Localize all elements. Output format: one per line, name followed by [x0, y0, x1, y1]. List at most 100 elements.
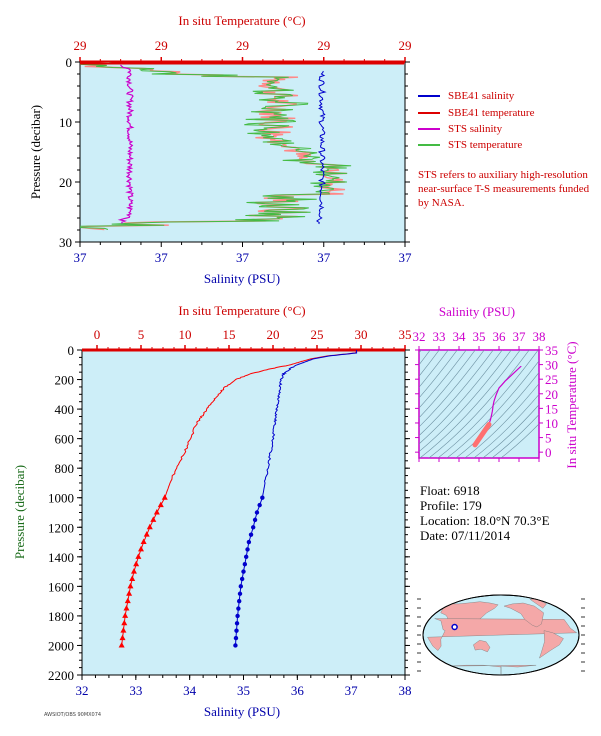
- chart3-x-tick-label: 35: [473, 329, 486, 344]
- chart3-density-contour: [500, 423, 539, 458]
- chart2-salinity-marker: [237, 591, 243, 596]
- chart2-x-axis-label: Salinity (PSU): [204, 704, 280, 719]
- chart2-sal-tick-label: 35: [237, 683, 250, 698]
- float-id: Float: 6918: [420, 483, 480, 498]
- chart3-y-tick-label: 10: [545, 416, 558, 431]
- chart2-temperature-marker: [161, 494, 168, 500]
- chart1-sts-salinity-line: [117, 64, 135, 224]
- chart1-y-tick-label: 0: [66, 55, 73, 70]
- chart1-y-tick-label: 20: [59, 175, 72, 190]
- chart2-y-tick-label: 1800: [48, 609, 74, 624]
- chart3-density-contour: [473, 393, 539, 458]
- chart2-temperature-marker: [127, 582, 134, 589]
- chart2-salinity-marker: [236, 606, 241, 611]
- chart2-y-axis-label: Pressure (decibar): [12, 465, 27, 559]
- chart1-top-tick-label: 29: [74, 38, 87, 53]
- chart1-bottom-tick-label: 37: [236, 250, 250, 265]
- chart1-x-axis-label: Salinity (PSU): [204, 271, 280, 286]
- chart3-y-tick-label: 20: [545, 387, 558, 402]
- chart3-y-tick-label: 5: [545, 431, 552, 446]
- chart2-sal-tick-label: 37: [345, 683, 359, 698]
- chart3-density-contour: [419, 350, 521, 458]
- chart2-salinity-marker: [234, 621, 240, 626]
- chart2-temp-tick-label: 15: [223, 327, 236, 342]
- chart3-x-tick-label: 36: [493, 329, 507, 344]
- chart2-y-tick-label: 2000: [48, 638, 74, 653]
- chart2-temperature-line: [121, 350, 358, 646]
- chart2-y-tick-label: 2200: [48, 668, 74, 683]
- chart2-temperature-marker: [138, 545, 144, 552]
- chart3-density-contour: [446, 360, 539, 458]
- profile-number: Profile: 179: [420, 498, 482, 513]
- chart3-y-tick-label: 0: [545, 445, 552, 460]
- chart2-y-tick-label: 800: [55, 461, 75, 476]
- chart2-salinity-marker: [260, 495, 265, 500]
- chart2-y-tick-label: 1000: [48, 491, 74, 506]
- chart3-x-tick-label: 33: [433, 329, 446, 344]
- chart-ts-diagram: Salinity (PSU) 32 33 34 35 36 37 38 0510152025…: [413, 304, 580, 469]
- chart3-density-contour: [482, 404, 539, 458]
- chart2-y-tick-label: 400: [55, 402, 75, 417]
- chart2-temperature-marker: [133, 560, 140, 567]
- legend-item-sts-salinity: STS salinity: [418, 123, 502, 135]
- chart2-salinity-marker: [252, 517, 258, 523]
- map-landmass: [539, 630, 564, 659]
- float-location: Location: 18.0°N 70.3°E: [420, 513, 550, 528]
- chart3-density-contour: [419, 350, 476, 419]
- chart2-salinity-line: [234, 350, 358, 646]
- chart2-y-tick-label: 200: [55, 373, 75, 388]
- chart3-x-tick-label: 32: [413, 329, 426, 344]
- chart3-density-contour: [419, 350, 431, 366]
- chart2-temperature-marker: [120, 627, 127, 633]
- chart2-salinity-marker: [234, 628, 239, 633]
- chart2-y-tick-label: 600: [55, 432, 75, 447]
- chart3-density-contour: [437, 350, 539, 458]
- chart2-plot-area: [81, 349, 406, 676]
- chart1-top-tick-label: 29: [155, 38, 168, 53]
- map-outline: [422, 594, 580, 676]
- map-landmass: [427, 618, 578, 651]
- chart3-y-tick-label: 15: [545, 401, 558, 416]
- chart3-density-contour: [455, 371, 539, 458]
- chart1-bottom-tick-label: 37: [155, 250, 169, 265]
- chart2-temperature-marker: [146, 523, 153, 530]
- chart3-x-tick-label: 34: [453, 329, 467, 344]
- legend-item-sts-temperature: STS temperature: [418, 139, 522, 151]
- chart1-top-tick-label: 29: [399, 38, 412, 53]
- chart2-salinity-marker: [233, 643, 238, 648]
- legend-swatch-sbe-temperature: [418, 112, 440, 115]
- chart1-y-axis-label: Pressure (decibar): [28, 105, 43, 199]
- chart2-temperature-marker: [130, 568, 137, 574]
- float-location-marker: [451, 623, 458, 631]
- chart2-salinity-marker: [238, 584, 244, 589]
- map-landmass: [503, 602, 544, 628]
- chart3-x-tick-label: 38: [533, 329, 546, 344]
- chart2-salinity-marker: [246, 539, 252, 545]
- chart2-temp-tick-label: 0: [94, 327, 101, 342]
- legend-item-sbe-salinity: SBE41 salinity: [418, 90, 514, 102]
- sts-note: STS refers to auxiliary high-resolution …: [418, 169, 590, 209]
- chart2-salinity-marker: [239, 576, 245, 582]
- legend-swatch-sts-salinity: [418, 128, 440, 131]
- chart3-density-contour: [419, 350, 458, 399]
- chart3-density-contour: [464, 383, 539, 458]
- credit-text: AWSIOT/OBS 90MX074: [44, 712, 102, 718]
- chart2-salinity-marker: [248, 532, 254, 537]
- chart3-y-tick-label: 30: [545, 358, 558, 373]
- location-map: [417, 594, 585, 676]
- chart2-y-tick-label: 0: [68, 343, 75, 358]
- chart2-salinity-marker: [242, 562, 248, 567]
- legend-label-sbe-temperature: SBE41 temperature: [448, 107, 535, 119]
- chart3-density-contour: [419, 350, 440, 377]
- chart2-salinity-marker: [245, 547, 250, 552]
- chart3-y-axis-label: In situ Temperature (°C): [564, 341, 579, 468]
- chart1-top-tick-label: 29: [317, 38, 330, 53]
- chart3-density-contour: [419, 350, 512, 452]
- chart2-salinity-marker: [233, 635, 239, 641]
- chart2-temperature-marker: [143, 531, 150, 537]
- chart2-temperature-marker: [129, 575, 136, 581]
- chart2-sal-tick-label: 38: [399, 683, 412, 698]
- legend-item-sbe-temperature: SBE41 temperature: [418, 107, 534, 119]
- chart1-top-tick-label: 29: [236, 38, 249, 53]
- chart2-temp-tick-label: 35: [399, 327, 412, 342]
